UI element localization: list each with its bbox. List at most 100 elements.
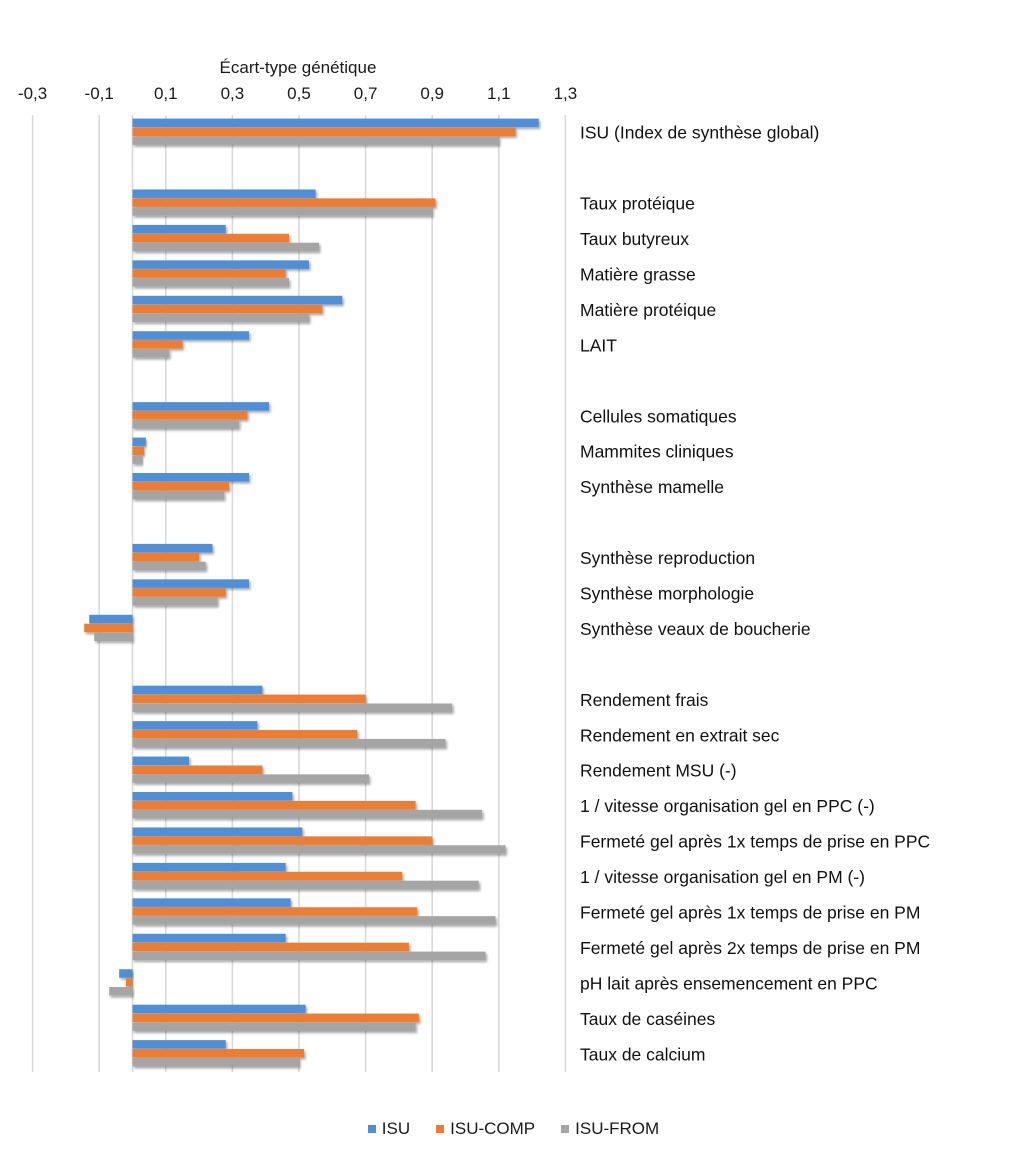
- bar-isu: [132, 224, 226, 234]
- category-label: Taux butyreux: [580, 229, 689, 249]
- bar-isu-comp: [132, 552, 200, 562]
- bar-isu-from: [132, 419, 240, 429]
- bar-isu-from: [132, 136, 499, 145]
- bar-isu: [132, 473, 250, 482]
- category-label: Rendement frais: [580, 690, 709, 710]
- x-tick-label: 0,3: [221, 84, 245, 103]
- legend-swatch: [436, 1125, 445, 1133]
- category-label: Fermeté gel après 1x temps de prise en P…: [580, 832, 930, 852]
- bar-isu: [132, 827, 303, 836]
- bar-isu-comp: [132, 730, 358, 739]
- category-labels: ISU (Index de synthèse global) Taux proté…: [580, 123, 930, 1065]
- category-label: Fermeté gel après 1x temps de prise en P…: [580, 903, 920, 923]
- bar-isu-from: [132, 1022, 416, 1031]
- bar-isu: [89, 614, 133, 624]
- category-label: Matière grasse: [580, 265, 696, 285]
- category-label: Taux de caséines: [580, 1009, 715, 1029]
- category-label: Synthèse reproduction: [580, 548, 755, 568]
- category-label: Synthèse morphologie: [580, 584, 754, 604]
- bar-isu-comp: [132, 942, 409, 952]
- x-tick-label: 0,7: [354, 84, 378, 103]
- legend-item-isu-from[interactable]: ISU-FROM: [561, 1119, 659, 1139]
- bar-isu-comp: [132, 411, 248, 420]
- bar-isu-from: [132, 1057, 299, 1067]
- legend-label: ISU-FROM: [575, 1119, 660, 1138]
- bar-isu-comp: [132, 269, 286, 278]
- bar-isu: [119, 969, 133, 978]
- category-label: 1 / vitesse organisation gel en PPC (-): [580, 796, 875, 816]
- bar-isu-from: [132, 809, 483, 819]
- legend-item-isu[interactable]: ISU: [367, 1119, 410, 1139]
- bar-isu-from: [132, 242, 319, 252]
- bar-isu-comp: [84, 623, 133, 633]
- x-tick-label: 0,5: [287, 84, 311, 103]
- bar-isu-comp: [132, 907, 418, 916]
- bar-isu: [132, 792, 293, 801]
- legend-swatch: [561, 1125, 570, 1133]
- category-label: pH lait après ensemencement en PPC: [580, 973, 878, 993]
- bar-isu-from: [132, 455, 143, 464]
- x-tick-label: 0,9: [420, 84, 444, 103]
- bar-isu-comp: [132, 588, 226, 597]
- bar-isu: [132, 118, 539, 128]
- gridlines: [31, 115, 567, 1072]
- bar-isu: [132, 402, 270, 411]
- bar-isu-from: [132, 349, 170, 358]
- bar-isu-from: [132, 207, 433, 216]
- category-label: Synthèse veaux de boucherie: [580, 619, 811, 639]
- legend-item-isu-comp[interactable]: ISU-COMP: [436, 1119, 535, 1139]
- bar-isu: [132, 579, 250, 588]
- bar-isu-from: [109, 987, 133, 996]
- bar-isu-from: [94, 632, 133, 642]
- x-tick-label: -0,1: [85, 84, 114, 103]
- bar-isu-from: [132, 951, 486, 961]
- category-label: LAIT: [580, 335, 617, 355]
- category-label: 1 / vitesse organisation gel en PM (-): [580, 867, 865, 887]
- bar-isu-from: [132, 490, 225, 500]
- category-label: Rendement MSU (-): [580, 761, 737, 781]
- bar-isu-comp: [125, 978, 133, 987]
- bar-isu-from: [132, 916, 496, 925]
- category-label: Fermeté gel après 2x temps de prise en P…: [580, 938, 920, 958]
- bar-isu-comp: [132, 836, 433, 845]
- bar-isu-comp: [132, 871, 403, 881]
- x-tick-label: 1,3: [554, 84, 578, 103]
- bar-isu: [132, 295, 343, 305]
- bar-isu-comp: [132, 765, 263, 774]
- bar-isu-comp: [132, 446, 145, 455]
- bar-isu-comp: [132, 694, 366, 704]
- bar-isu-comp: [132, 481, 230, 491]
- legend-label: ISU-COMP: [450, 1119, 536, 1138]
- bar-isu: [132, 685, 263, 695]
- legend-swatch: [367, 1125, 376, 1133]
- bar-isu: [132, 933, 286, 943]
- x-axis-ticks: -0,3 -0,1 0,1 0,3 0,5 0,7 0,9 1,1 1,3: [18, 84, 577, 103]
- x-tick-label: 1,1: [487, 84, 511, 103]
- bar-isu-comp: [132, 233, 290, 243]
- category-label: ISU (Index de synthèse global): [580, 123, 819, 143]
- x-tick-label: 0,1: [154, 84, 178, 103]
- bar-isu-from: [132, 313, 309, 323]
- bar-isu-from: [132, 880, 479, 890]
- bar-isu: [132, 862, 286, 872]
- bar-chart: -0,3 -0,1 0,1 0,3 0,5 0,7 0,9 1,1 1,3 ISU (Index…: [18, 58, 930, 1072]
- bar-isu: [132, 189, 316, 198]
- category-label: Matière protéique: [580, 300, 716, 320]
- bar-isu-from: [132, 774, 369, 783]
- bar-isu-from: [132, 738, 446, 748]
- bar-isu-from: [132, 845, 506, 854]
- category-label: Taux protéique: [580, 194, 695, 214]
- bar-isu: [132, 721, 258, 730]
- bars: [84, 118, 539, 1067]
- bar-isu-from: [132, 597, 218, 606]
- bar-isu: [132, 437, 146, 447]
- bar-isu-comp: [132, 1049, 304, 1058]
- category-label: Synthèse mamelle: [580, 477, 724, 497]
- bar-isu: [132, 756, 190, 766]
- bar-isu-comp: [132, 340, 183, 349]
- category-label: Rendement en extrait sec: [580, 725, 780, 745]
- bar-isu-from: [132, 278, 290, 287]
- bar-isu-comp: [132, 304, 323, 314]
- bar-isu: [132, 260, 309, 269]
- bar-isu: [132, 1004, 306, 1014]
